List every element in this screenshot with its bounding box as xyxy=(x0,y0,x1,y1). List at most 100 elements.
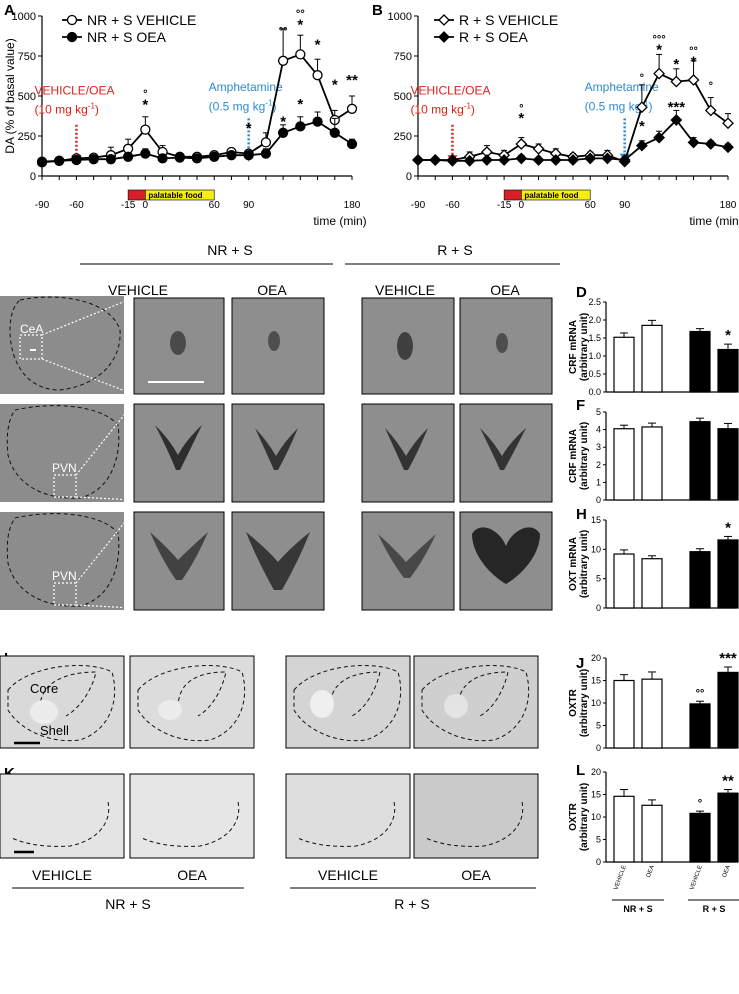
food-yellow-segment xyxy=(521,189,591,201)
data-point xyxy=(260,148,272,159)
y-tick-label: 15 xyxy=(591,676,601,686)
data-point xyxy=(277,127,289,138)
y-axis-label: OXT mRNA xyxy=(568,537,579,591)
category-label: OEA xyxy=(722,865,732,879)
significance-mark: °° xyxy=(296,9,305,21)
y-tick-label: 2.0 xyxy=(588,315,601,325)
significance-mark: * xyxy=(673,56,679,73)
y-tick-label: 1.5 xyxy=(588,333,601,343)
sec-k-r-oea-image xyxy=(413,773,539,859)
data-point xyxy=(295,121,306,132)
y-tick-label: 250 xyxy=(394,131,412,143)
y-tick-label: 2.5 xyxy=(588,297,601,307)
data-point xyxy=(722,141,734,154)
data-point xyxy=(54,155,65,166)
data-point xyxy=(532,142,545,155)
bar xyxy=(613,428,635,501)
nac-nr-vehicle-image xyxy=(0,655,125,749)
pvn-crf-overview-section xyxy=(0,404,124,502)
y-axis-label: OXTR xyxy=(568,802,579,831)
panel-label-h: H xyxy=(576,506,587,523)
paren: ) xyxy=(272,99,276,113)
significance-mark: * xyxy=(297,96,303,113)
category-label: VEHICLE xyxy=(689,865,703,891)
y-tick-label: 5 xyxy=(596,835,601,845)
x-tick-label: -15 xyxy=(497,200,512,211)
bar-chart-f: 0 1 2 3 4 5 CRF mRNA (arbitrary unit) xyxy=(568,407,739,505)
y-tick-label: 10 xyxy=(591,812,601,822)
group-label: R + S xyxy=(703,904,726,914)
col-oea-nr-top: OEA xyxy=(257,282,287,298)
col-oea-nr-bottom: OEA xyxy=(177,867,207,883)
significance-mark: ** xyxy=(722,773,734,790)
significance-mark: * xyxy=(639,118,645,135)
panel-label-d: D xyxy=(576,284,587,301)
category-label: VEHICLE xyxy=(613,865,627,891)
bar xyxy=(689,551,711,609)
data-point xyxy=(346,138,358,150)
data-point xyxy=(515,138,528,150)
pvn-oxt-r-oea-image xyxy=(459,511,553,611)
bar xyxy=(717,671,739,749)
y-tick-label: 20 xyxy=(591,653,601,663)
bar xyxy=(689,421,711,501)
chart-b: 0 250 500 750 1000 -90 -60 -15 0 60 90 180 time (min… xyxy=(388,11,739,228)
data-point xyxy=(243,150,254,161)
significance-mark: * xyxy=(142,97,148,114)
x-tick-label: -90 xyxy=(35,200,50,211)
significance-mark: ** xyxy=(346,72,358,89)
sec-k-r-vehicle-image xyxy=(285,773,411,859)
paren: ) xyxy=(648,99,652,113)
x-tick-label: 90 xyxy=(619,200,631,211)
y-axis-label-unit: (arbitrary unit) xyxy=(579,422,590,490)
data-point xyxy=(635,139,648,152)
histology-headers-top: NR + S VEHICLE OEA R + S VEHICLE OEA xyxy=(80,242,560,298)
group-header-nr-top: NR + S xyxy=(207,242,253,258)
data-point xyxy=(687,74,700,86)
food-red-segment xyxy=(503,189,522,201)
data-point xyxy=(122,151,134,162)
pvn-label-g: PVN xyxy=(52,569,77,583)
significance-mark: * xyxy=(315,37,321,54)
y-axis-label: DA (% of basal value) xyxy=(3,38,17,153)
exp: -1 xyxy=(641,98,649,107)
significance-mark: ° xyxy=(519,103,523,115)
data-point xyxy=(36,157,48,168)
data-point xyxy=(429,154,442,166)
col-vehicle-r-top: VEHICLE xyxy=(375,282,435,298)
data-point xyxy=(653,67,666,80)
core-label: Core xyxy=(30,681,58,696)
y-tick-label: 0.0 xyxy=(588,387,601,397)
data-point xyxy=(412,154,424,166)
x-tick-label: 180 xyxy=(344,200,361,211)
significance-mark: * xyxy=(246,120,252,137)
col-vehicle-nr-bottom: VEHICLE xyxy=(32,867,92,883)
data-point xyxy=(463,154,476,167)
vehicle-oea-label: VEHICLE/OEA xyxy=(410,83,490,97)
row-i-nac: Core Shell xyxy=(0,655,539,749)
bar xyxy=(717,792,739,863)
data-point xyxy=(105,154,117,165)
panel-label-b: B xyxy=(372,2,383,19)
cea-overview-section xyxy=(0,296,124,394)
x-tick-label: -60 xyxy=(69,200,84,211)
bar xyxy=(613,795,635,863)
legend-label: R + S VEHICLE xyxy=(459,12,558,28)
data-point xyxy=(480,154,493,166)
nac-r-vehicle-image xyxy=(285,655,411,749)
y-tick-label: 500 xyxy=(18,91,36,103)
bar xyxy=(613,553,635,609)
significance-mark: ° xyxy=(698,798,702,810)
x-tick-label: 0 xyxy=(519,200,525,211)
significance-mark: °°° xyxy=(653,34,666,46)
bar xyxy=(641,324,663,393)
significance-mark: * xyxy=(725,519,731,536)
y-tick-label: 5 xyxy=(596,721,601,731)
bar xyxy=(641,678,663,749)
col-oea-r-bottom: OEA xyxy=(461,867,491,883)
significance-mark: *** xyxy=(668,99,686,116)
significance-mark: * xyxy=(518,110,524,127)
x-axis-label: time (min) xyxy=(689,214,739,228)
legend-marker xyxy=(438,14,450,26)
